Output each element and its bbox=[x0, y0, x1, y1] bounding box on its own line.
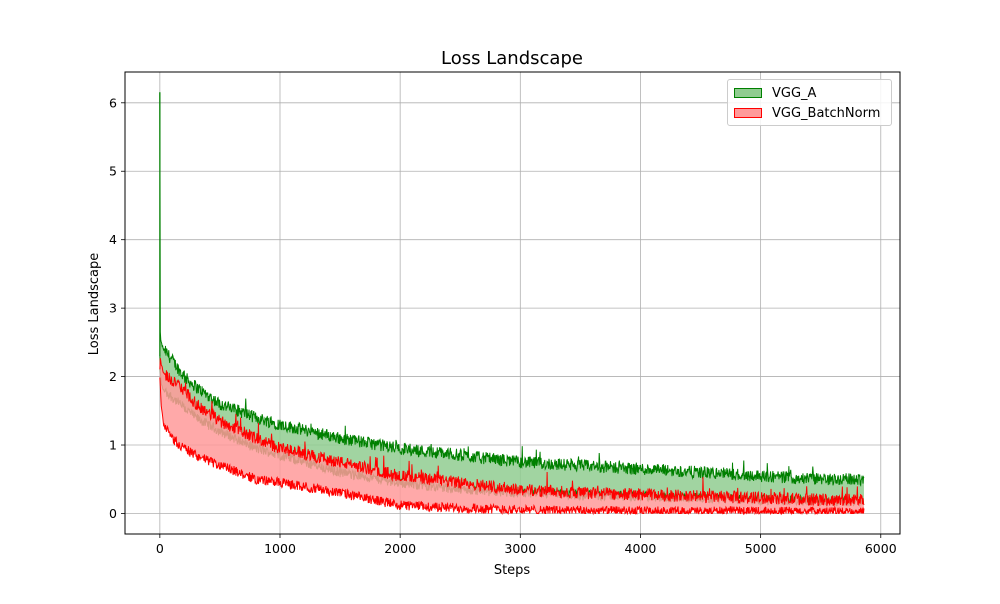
series-upper-line-vgg-batchnorm bbox=[159, 358, 865, 507]
legend-swatch-vgg-batchnorm bbox=[734, 108, 762, 118]
series-upper-line-vgg-a bbox=[159, 92, 865, 487]
x-tick-label: 0 bbox=[156, 541, 164, 556]
legend-label-vgg-a: VGG_A bbox=[772, 85, 817, 101]
y-tick-label: 0 bbox=[109, 506, 117, 521]
tick-layer: 0 1000 2000 3000 4000 5000 6000 0 1 2 3 4 5 6 bbox=[109, 95, 897, 556]
chart-title: Loss Landscape bbox=[441, 48, 583, 69]
y-tick-label: 6 bbox=[109, 95, 117, 110]
x-tick-label: 4000 bbox=[625, 541, 657, 556]
series-lower-line-vgg-batchnorm bbox=[159, 377, 865, 516]
legend-swatch-vgg-a bbox=[734, 88, 762, 98]
x-tick-label: 3000 bbox=[504, 541, 536, 556]
y-axis-label: Loss Landscape bbox=[87, 253, 102, 355]
y-tick-label: 5 bbox=[109, 164, 117, 179]
legend-label-vgg-batchnorm: VGG_BatchNorm bbox=[772, 105, 881, 121]
x-tick-label: 2000 bbox=[384, 541, 416, 556]
series-area-vgg-batchnorm bbox=[159, 358, 864, 514]
legend: VGG_A VGG_BatchNorm bbox=[727, 79, 892, 126]
x-tick-label: 6000 bbox=[865, 541, 897, 556]
y-tick-label: 4 bbox=[109, 232, 117, 247]
y-tick-label: 1 bbox=[109, 438, 117, 453]
x-tick-label: 5000 bbox=[745, 541, 777, 556]
legend-item-vgg-batchnorm: VGG_BatchNorm bbox=[734, 104, 880, 122]
y-tick-label: 2 bbox=[109, 369, 117, 384]
plot-frame bbox=[124, 71, 901, 535]
x-tick-label: 1000 bbox=[264, 541, 296, 556]
legend-item-vgg-a: VGG_A bbox=[734, 84, 816, 102]
x-axis-label: Steps bbox=[494, 563, 531, 578]
y-tick-label: 3 bbox=[109, 301, 117, 316]
series-layer bbox=[159, 92, 865, 516]
